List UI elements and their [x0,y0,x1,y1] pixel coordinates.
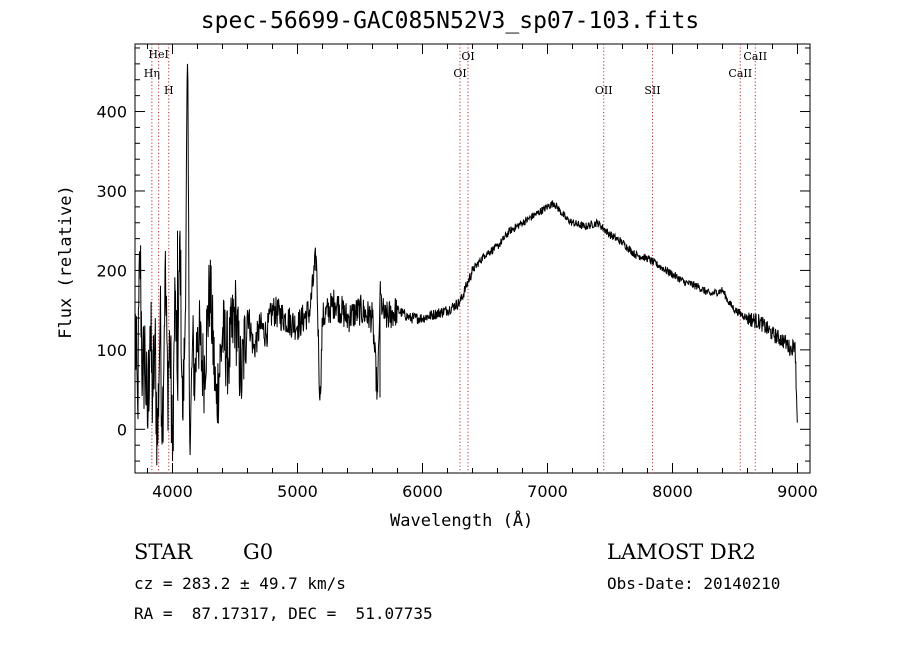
spectral-line-label: OII [595,84,613,97]
spectral-line-label: CaII [728,67,752,80]
y-tick-label: 400 [96,103,127,122]
y-tick-label: 0 [117,420,127,439]
x-tick-label: 6000 [402,482,443,501]
y-tick-label: 100 [96,341,127,360]
object-type: STAR [134,540,193,564]
spectral-line-label: OI [461,50,474,63]
x-axis-label: Wavelength (Å) [390,511,534,531]
spectral-line-labels: HeI Hη H OI OI OII SII CaII CaII [144,48,767,97]
tick-labels: 4000 5000 6000 7000 8000 9000 0 100 200 300 400 [96,103,817,501]
y-axis-label: Flux (relative) [56,185,76,339]
plot-frame [134,43,811,474]
redshift-text: cz = 283.2 ± 49.7 km/s [134,574,346,593]
x-tick-label: 4000 [152,482,193,501]
x-tick-label: 5000 [277,482,318,501]
spectral-line-markers [151,44,756,473]
spectral-line-label: Hη [144,67,160,80]
x-tick-label: 9000 [777,482,818,501]
spectral-line-label: HeI [148,48,168,61]
spectral-subclass: G0 [243,540,274,564]
y-tick-label: 200 [96,261,127,280]
survey-name: LAMOST DR2 [607,540,756,564]
x-tick-label: 7000 [527,482,568,501]
spectrum-line [134,63,798,466]
spectral-line-label: CaII [743,50,767,63]
y-tick-label: 300 [96,182,127,201]
spectral-line-label: H [164,84,174,97]
chart-title: spec-56699-GAC085N52V3_sp07-103.fits [200,8,700,34]
axis-ticks [135,44,810,473]
spectral-line-label: SII [644,84,660,97]
x-tick-label: 8000 [652,482,693,501]
coordinates-text: RA = 87.17317, DEC = 51.07735 [134,604,433,623]
obs-date-text: Obs-Date: 20140210 [607,574,781,593]
spectral-line-label: OI [453,67,466,80]
